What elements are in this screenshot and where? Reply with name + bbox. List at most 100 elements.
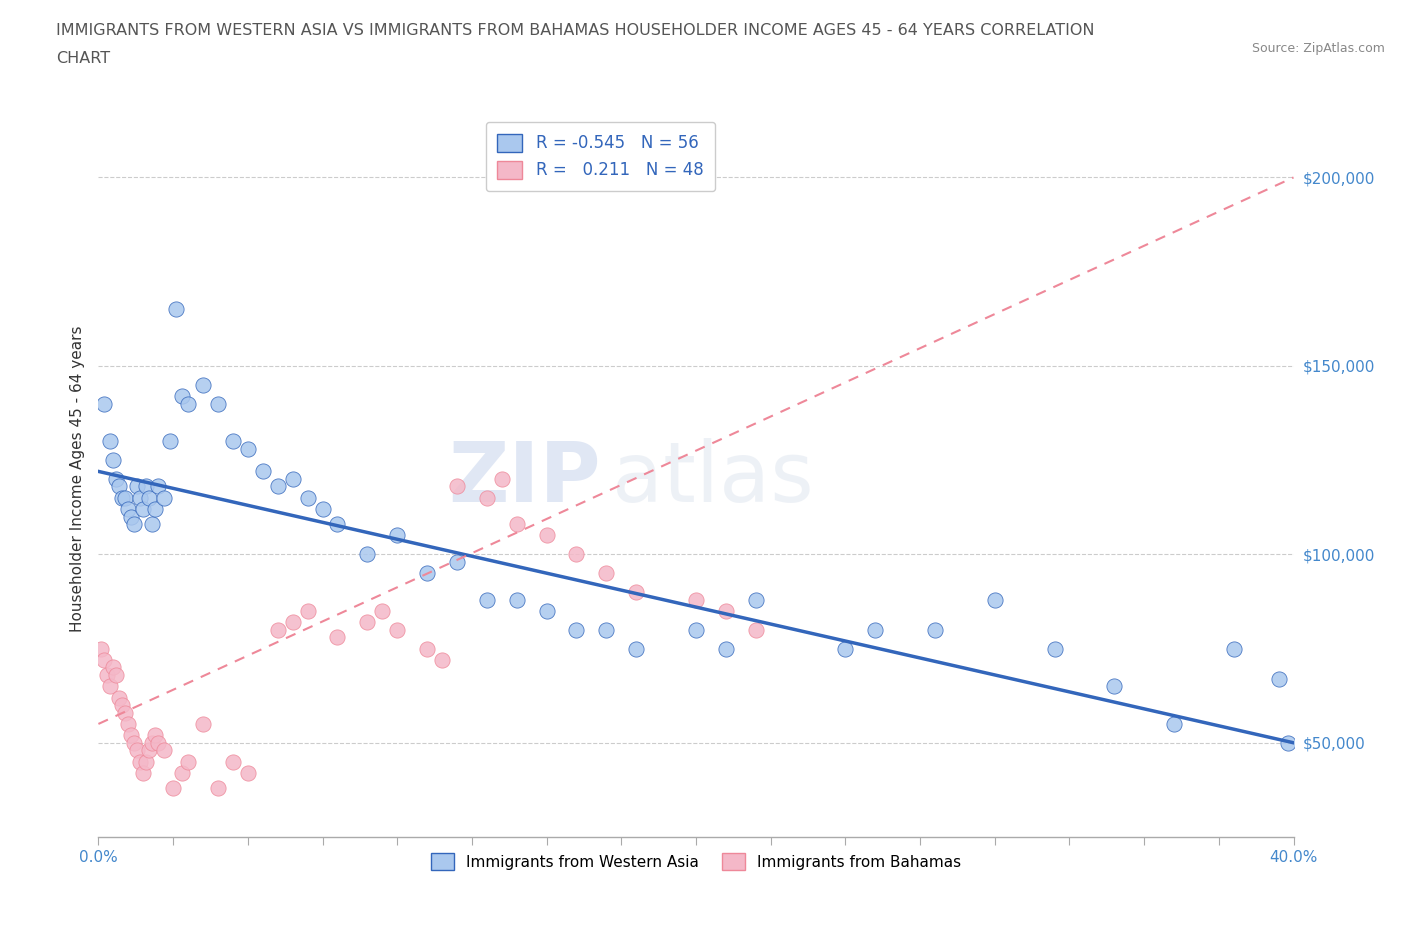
Point <box>1277 736 1299 751</box>
Point <box>138 490 160 505</box>
Point <box>111 490 134 505</box>
Point <box>430 653 453 668</box>
Point <box>132 765 155 780</box>
Point <box>626 585 648 600</box>
Point <box>356 547 378 562</box>
Point <box>565 622 588 637</box>
Point <box>924 622 946 637</box>
Point <box>93 396 115 411</box>
Point <box>222 433 245 448</box>
Text: atlas: atlas <box>613 438 814 520</box>
Point <box>491 472 513 486</box>
Point <box>506 592 529 607</box>
Point <box>191 378 214 392</box>
Point <box>124 736 146 751</box>
Point <box>207 780 229 795</box>
Point <box>127 479 149 494</box>
Point <box>165 302 187 317</box>
Point <box>103 453 125 468</box>
Point <box>117 501 139 516</box>
Point <box>565 547 588 562</box>
Point <box>834 641 856 656</box>
Point <box>172 765 194 780</box>
Point <box>984 592 1007 607</box>
Point <box>1267 671 1289 686</box>
Point <box>626 641 648 656</box>
Point <box>98 679 122 694</box>
Point <box>1163 716 1185 731</box>
Point <box>135 754 157 769</box>
Point <box>326 630 349 644</box>
Point <box>138 743 160 758</box>
Point <box>143 501 166 516</box>
Point <box>281 472 304 486</box>
Point <box>416 565 439 580</box>
Point <box>1223 641 1246 656</box>
Point <box>148 479 170 494</box>
Text: IMMIGRANTS FROM WESTERN ASIA VS IMMIGRANTS FROM BAHAMAS HOUSEHOLDER INCOME AGES : IMMIGRANTS FROM WESTERN ASIA VS IMMIGRAN… <box>56 23 1095 38</box>
Point <box>177 754 200 769</box>
Point <box>475 490 498 505</box>
Point <box>153 743 176 758</box>
Point <box>124 517 146 532</box>
Point <box>1104 679 1126 694</box>
Point <box>385 528 409 543</box>
Point <box>98 433 122 448</box>
Point <box>96 668 118 683</box>
Point <box>356 615 378 630</box>
Point <box>1043 641 1066 656</box>
Point <box>105 472 128 486</box>
Point <box>129 754 152 769</box>
Point <box>297 604 319 618</box>
Point <box>90 641 112 656</box>
Point <box>114 705 136 720</box>
Point <box>141 517 163 532</box>
Point <box>416 641 439 656</box>
Point <box>153 490 176 505</box>
Point <box>281 615 304 630</box>
Point <box>207 396 229 411</box>
Point <box>371 604 394 618</box>
Point <box>236 442 259 457</box>
Text: ZIP: ZIP <box>449 438 600 520</box>
Point <box>108 690 131 705</box>
Point <box>506 517 529 532</box>
Point <box>148 736 170 751</box>
Point <box>108 479 131 494</box>
Point <box>446 554 468 569</box>
Point <box>267 622 290 637</box>
Y-axis label: Householder Income Ages 45 - 64 years: Householder Income Ages 45 - 64 years <box>69 326 84 632</box>
Point <box>143 728 166 743</box>
Point <box>159 433 181 448</box>
Text: CHART: CHART <box>56 51 110 66</box>
Point <box>595 622 617 637</box>
Point <box>297 490 319 505</box>
Point <box>135 479 157 494</box>
Point <box>222 754 245 769</box>
Point <box>111 698 134 712</box>
Point <box>120 510 142 525</box>
Point <box>714 641 737 656</box>
Point <box>311 501 333 516</box>
Point <box>120 728 142 743</box>
Legend: Immigrants from Western Asia, Immigrants from Bahamas: Immigrants from Western Asia, Immigrants… <box>425 847 967 876</box>
Point <box>745 622 768 637</box>
Point <box>536 528 558 543</box>
Point <box>865 622 887 637</box>
Point <box>326 517 349 532</box>
Point <box>127 743 149 758</box>
Point <box>236 765 259 780</box>
Point <box>685 622 707 637</box>
Point <box>536 604 558 618</box>
Point <box>93 653 115 668</box>
Point <box>685 592 707 607</box>
Point <box>714 604 737 618</box>
Point <box>114 490 136 505</box>
Point <box>162 780 184 795</box>
Point <box>129 490 152 505</box>
Point <box>105 668 128 683</box>
Point <box>252 464 274 479</box>
Point <box>595 565 617 580</box>
Point <box>117 716 139 731</box>
Point <box>475 592 498 607</box>
